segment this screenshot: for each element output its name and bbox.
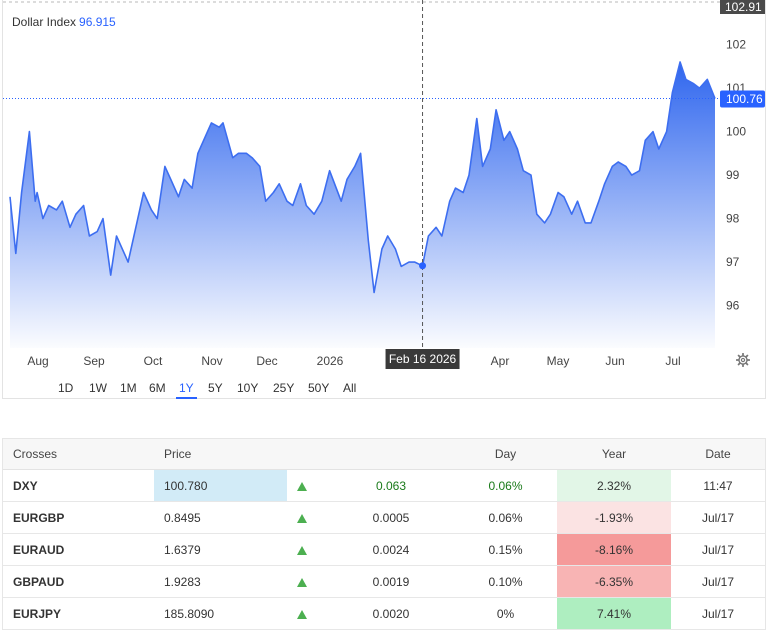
- range-button-5y[interactable]: 5Y: [208, 381, 223, 395]
- time-range-selector: 1D 1W 1M 6M 1Y 5Y 10Y 25Y 50Y All: [3, 375, 765, 399]
- up-arrow-icon: [297, 577, 307, 587]
- arrow-cell: [287, 597, 328, 630]
- symbol-cell[interactable]: DXY: [3, 469, 154, 502]
- symbol-cell[interactable]: EURJPY: [3, 597, 154, 630]
- price-cell: 1.6379: [154, 533, 287, 566]
- change-cell: 0.0005: [328, 501, 454, 534]
- year-change-cell: 2.32%: [557, 469, 671, 502]
- header-date[interactable]: Date: [671, 439, 765, 470]
- price-line: [9, 61, 716, 294]
- top-price-label: 102.91: [725, 0, 762, 14]
- table-row[interactable]: GBPAUD 1.9283 0.0019 0.10% -6.35% Jul/17: [3, 565, 765, 598]
- year-change-cell: -1.93%: [557, 501, 671, 534]
- crosses-table: Crosses Price Day Year Date DXY 100.780 0.…: [3, 439, 765, 630]
- top-price-tag: [720, 0, 765, 14]
- x-tick-label: Oct: [144, 354, 163, 368]
- arrow-cell: [287, 501, 328, 534]
- header-arrow: [287, 439, 328, 470]
- table-header-row: Crosses Price Day Year Date: [3, 439, 765, 470]
- day-change-cell: 0.06%: [454, 469, 557, 502]
- x-tick-label: 2026: [317, 354, 344, 368]
- table-row[interactable]: EURAUD 1.6379 0.0024 0.15% -8.16% Jul/17: [3, 533, 765, 566]
- range-button-1d[interactable]: 1D: [58, 381, 74, 395]
- date-cell: Jul/17: [671, 533, 765, 566]
- arrow-cell: [287, 469, 328, 502]
- x-tick-label: Jun: [605, 354, 624, 368]
- up-arrow-icon: [297, 609, 307, 619]
- change-cell: 0.063: [328, 469, 454, 502]
- table-row[interactable]: EURJPY 185.8090 0.0020 0% 7.41% Jul/17: [3, 597, 765, 630]
- price-cell: 1.9283: [154, 565, 287, 598]
- x-tick-label: May: [547, 354, 570, 368]
- x-tick-label: Sep: [83, 354, 105, 368]
- symbol-cell[interactable]: EURAUD: [3, 533, 154, 566]
- chart-current-value: 96.915: [79, 15, 116, 29]
- price-cell: 185.8090: [154, 597, 287, 630]
- day-change-cell: 0.15%: [454, 533, 557, 566]
- change-cell: 0.0020: [328, 597, 454, 630]
- day-change-cell: 0.06%: [454, 501, 557, 534]
- range-button-10y[interactable]: 10Y: [237, 381, 259, 395]
- year-change-cell: -6.35%: [557, 565, 671, 598]
- up-arrow-icon: [297, 545, 307, 555]
- range-button-1m[interactable]: 1M: [120, 381, 137, 395]
- symbol-cell[interactable]: GBPAUD: [3, 565, 154, 598]
- range-button-1w[interactable]: 1W: [89, 381, 107, 395]
- symbol-cell[interactable]: EURGBP: [3, 501, 154, 534]
- price-area-fill: [10, 62, 715, 348]
- x-tick-label: Nov: [201, 354, 222, 368]
- range-button-50y[interactable]: 50Y: [308, 381, 330, 395]
- date-cell: 11:47: [671, 469, 765, 502]
- y-tick-label: 102: [726, 38, 746, 52]
- last-price-label: 100.76: [726, 92, 763, 106]
- arrow-cell: [287, 533, 328, 566]
- crosses-table-panel: Crosses Price Day Year Date DXY 100.780 0.…: [2, 438, 766, 630]
- table-row[interactable]: DXY 100.780 0.063 0.06% 2.32% 11:47: [3, 469, 765, 502]
- year-change-cell: -8.16%: [557, 533, 671, 566]
- price-chart-panel[interactable]: 102 101 100 99 98 97 96 102.91 100.76 Aug Sep Oct No…: [2, 0, 766, 399]
- y-tick-label: 96: [726, 299, 740, 313]
- year-change-cell: 7.41%: [557, 597, 671, 630]
- y-tick-label: 99: [726, 168, 740, 182]
- y-tick-label: 100: [726, 125, 746, 139]
- day-change-cell: 0.10%: [454, 565, 557, 598]
- header-price[interactable]: Price: [154, 439, 287, 470]
- up-arrow-icon: [297, 481, 307, 491]
- x-tick-label: Apr: [491, 354, 510, 368]
- crosshair-point: [419, 262, 427, 270]
- y-tick-label: 98: [726, 212, 740, 226]
- header-crosses[interactable]: Crosses: [3, 439, 154, 470]
- change-cell: 0.0024: [328, 533, 454, 566]
- range-button-6m[interactable]: 6M: [149, 381, 166, 395]
- crosshair-date-label: Feb 16 2026: [389, 352, 457, 366]
- y-tick-label: 97: [726, 255, 740, 269]
- range-button-all[interactable]: All: [343, 381, 357, 395]
- x-tick-label: Dec: [256, 354, 277, 368]
- up-arrow-icon: [297, 513, 307, 523]
- price-cell: 100.780: [154, 469, 287, 502]
- date-cell: Jul/17: [671, 501, 765, 534]
- header-year[interactable]: Year: [557, 439, 671, 470]
- range-button-1y[interactable]: 1Y: [176, 379, 197, 399]
- change-cell: 0.0019: [328, 565, 454, 598]
- last-price-tag: [720, 90, 765, 108]
- chart-legend: Dollar Index 96.915: [12, 15, 116, 29]
- arrow-cell: [287, 565, 328, 598]
- header-change: [328, 439, 454, 470]
- date-cell: Jul/17: [671, 565, 765, 598]
- price-cell: 0.8495: [154, 501, 287, 534]
- header-day[interactable]: Day: [454, 439, 557, 470]
- day-change-cell: 0%: [454, 597, 557, 630]
- table-row[interactable]: EURGBP 0.8495 0.0005 0.06% -1.93% Jul/17: [3, 501, 765, 534]
- gear-icon[interactable]: [736, 353, 750, 367]
- crosshair-date-tag: [385, 349, 460, 369]
- range-button-25y[interactable]: 25Y: [273, 381, 295, 395]
- x-tick-label: Aug: [27, 354, 48, 368]
- date-cell: Jul/17: [671, 597, 765, 630]
- chart-title: Dollar Index: [12, 15, 77, 29]
- x-tick-label: Jul: [665, 354, 680, 368]
